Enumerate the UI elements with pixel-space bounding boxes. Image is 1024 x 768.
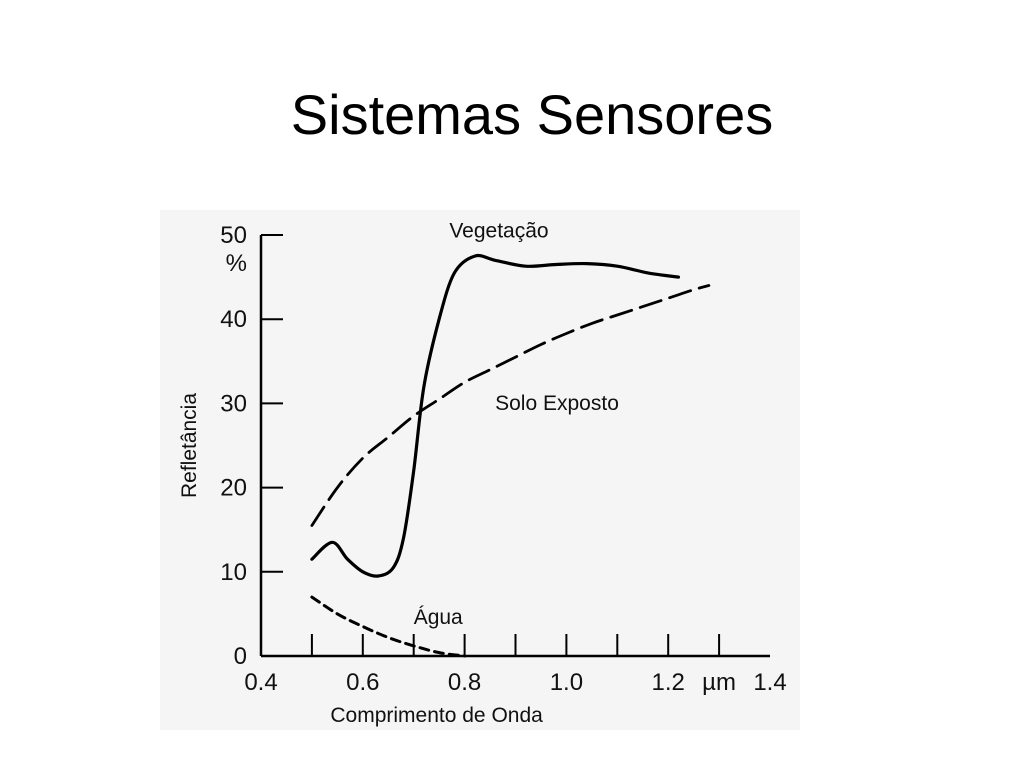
y-tick-label: 50: [220, 222, 247, 249]
series-line-solo-exposto: [310, 284, 711, 527]
y-axis-title: Refletância: [178, 393, 201, 498]
reflectance-chart: 0 10 20 30 40 50% 0.4 0.6 0.8 1.0 1.2 1.4 µm Comprime…: [160, 210, 800, 730]
x-tick-label: 0.8: [448, 669, 481, 696]
axes: 0 10 20 30 40 50% 0.4 0.6 0.8 1.0 1.2 1.4 µm Comprime…: [178, 222, 787, 727]
y-unit-label: %: [226, 250, 247, 277]
plot-background: [160, 210, 800, 730]
series-label-vegetacao: Vegetação: [449, 220, 548, 243]
slide-title: Sistemas Sensores: [290, 83, 774, 146]
x-unit-label: µm: [702, 669, 736, 696]
x-tick-label: 1.2: [652, 669, 685, 696]
series-line-vegetacao: [310, 253, 680, 578]
series-label-agua: Água: [414, 606, 463, 629]
x-axis-title: Comprimento de Onda: [330, 704, 543, 727]
y-tick-label: 40: [220, 306, 247, 333]
y-tick-label: 0: [234, 643, 247, 670]
x-tick-label: 0.4: [244, 669, 277, 696]
x-tick-label: 1.4: [753, 669, 786, 696]
labels-layer: Vegetação Solo Exposto Água: [414, 220, 619, 629]
chart-svg: 0 10 20 30 40 50% 0.4 0.6 0.8 1.0 1.2 1.4 µm Comprime…: [160, 210, 800, 730]
series-layer: [310, 253, 711, 658]
y-tick-label: 30: [220, 390, 247, 417]
series-label-solo-exposto: Solo Exposto: [495, 392, 619, 415]
y-tick-label: 10: [220, 559, 247, 586]
series-line-agua: [310, 595, 467, 658]
x-tick-label: 0.6: [346, 669, 379, 696]
y-tick-label: 20: [220, 475, 247, 502]
x-tick-label: 1.0: [550, 669, 583, 696]
